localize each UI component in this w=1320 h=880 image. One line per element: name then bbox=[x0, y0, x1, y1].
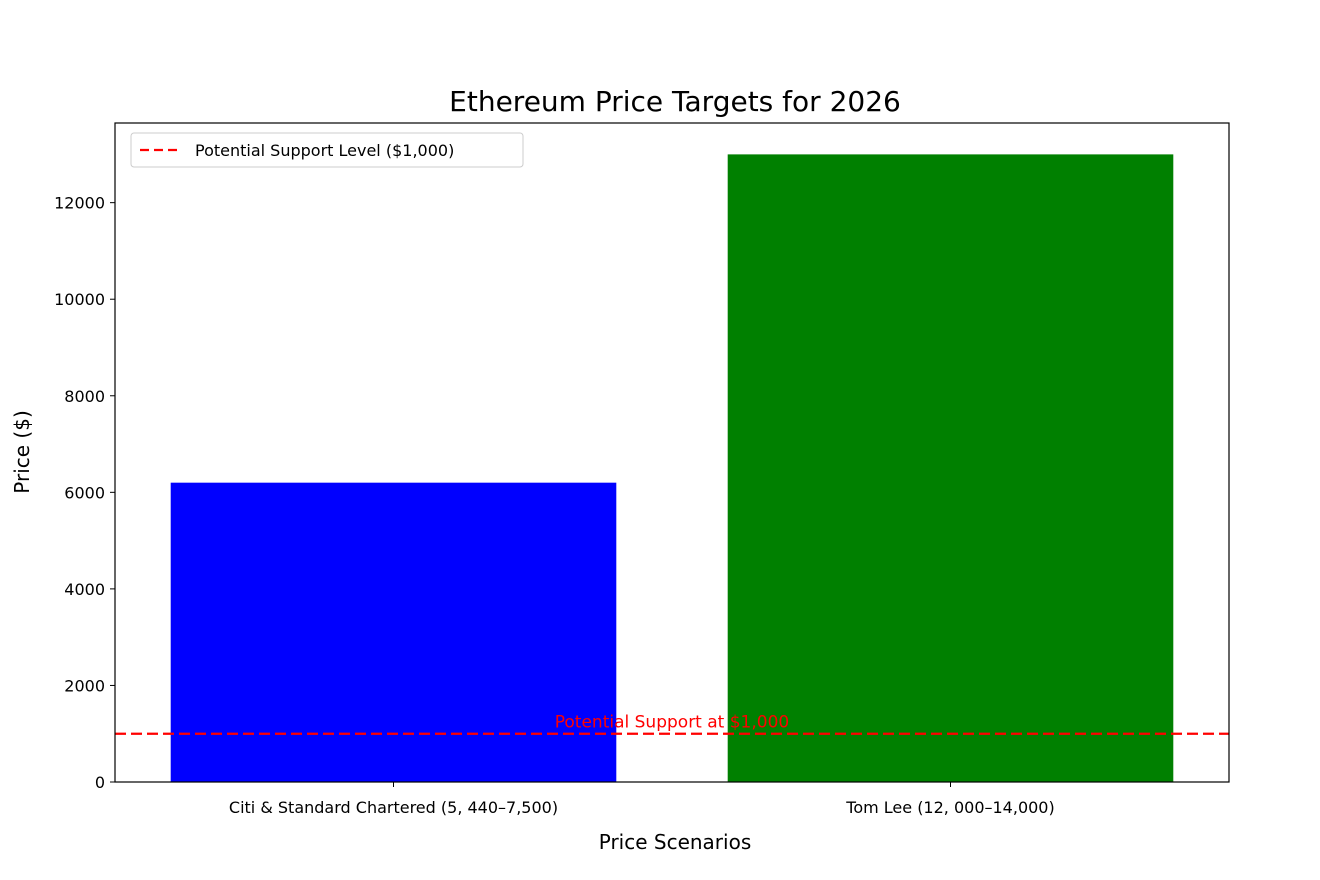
y-tick-label: 0 bbox=[95, 773, 105, 792]
y-axis-label: Price ($) bbox=[10, 410, 34, 493]
y-tick-label: 12000 bbox=[54, 194, 105, 213]
y-tick-label: 6000 bbox=[64, 483, 105, 502]
x-axis-label: Price Scenarios bbox=[599, 830, 752, 854]
axes-frame bbox=[114, 122, 1230, 783]
y-tick-label: 4000 bbox=[64, 580, 105, 599]
chart-title: Ethereum Price Targets for 2026 bbox=[449, 85, 901, 118]
bar bbox=[170, 482, 617, 782]
legend-label: Potential Support Level ($1,000) bbox=[195, 141, 454, 160]
y-tick-label: 2000 bbox=[64, 676, 105, 695]
y-tick-label: 8000 bbox=[64, 387, 105, 406]
x-tick-label: Tom Lee (12, 000–14,000) bbox=[845, 798, 1054, 817]
bar bbox=[727, 154, 1174, 782]
support-annotation: Potential Support at $1,000 bbox=[555, 713, 789, 733]
x-tick-label: Citi & Standard Chartered (5, 440–7,500) bbox=[229, 798, 558, 817]
legend: Potential Support Level ($1,000) bbox=[130, 132, 524, 168]
legend-box bbox=[130, 132, 524, 168]
y-tick-label: 10000 bbox=[54, 290, 105, 309]
